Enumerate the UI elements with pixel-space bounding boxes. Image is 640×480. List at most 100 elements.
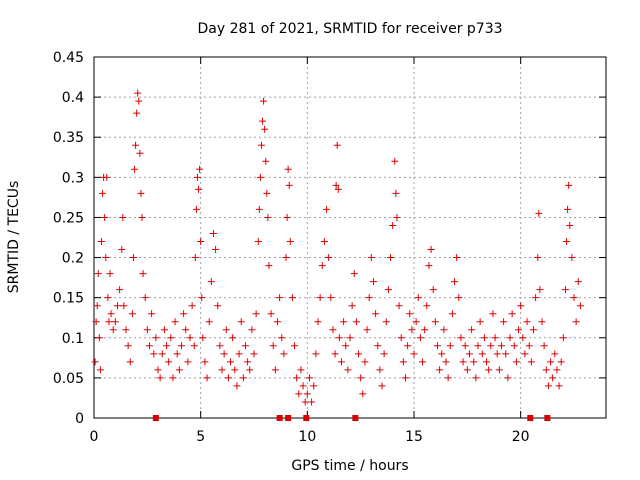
data-point [218,366,226,374]
data-point [444,374,452,382]
data-point [286,238,294,246]
data-point [487,342,495,350]
data-point [248,326,256,334]
data-point [136,149,144,157]
data-point [463,366,471,374]
data-point [255,205,263,213]
data-point [197,238,205,246]
data-point [367,254,375,262]
y-tick-label: 0.35 [53,130,84,146]
data-point [523,318,531,326]
data-point [260,97,268,105]
data-point [495,366,503,374]
data-point [369,278,377,286]
data-point [361,358,369,366]
data-point [284,165,292,173]
data-point [508,310,516,318]
data-point [389,221,397,229]
data-point [348,302,356,310]
data-point [535,209,543,217]
data-point [97,238,105,246]
data-point [190,342,198,350]
data-point [241,342,249,350]
data-point [525,342,533,350]
data-point [256,173,264,181]
data-point [568,254,576,262]
data-point [134,89,142,97]
data-point [314,318,322,326]
axis-ticks [93,56,606,419]
data-point [382,318,390,326]
data-point [421,326,429,334]
data-point [506,334,514,342]
data-point [106,270,114,278]
data-point [574,278,582,286]
data-point [250,350,258,358]
y-tick-label: 0.1 [62,331,84,347]
data-point [116,286,124,294]
data-point [572,318,580,326]
data-point [305,374,313,382]
data-point [515,326,523,334]
data-point [310,382,318,390]
data-point [493,350,501,358]
data-point [118,246,126,254]
data-point [414,294,422,302]
data-point [527,358,535,366]
data-point [171,318,179,326]
data-point [331,350,339,358]
data-point [395,302,403,310]
data-point [335,334,343,342]
data-point [271,366,279,374]
data-point [536,286,544,294]
data-point [201,358,209,366]
data-point [376,366,384,374]
y-tick-label: 0.3 [62,170,84,186]
data-point [91,358,99,366]
data-point [169,374,177,382]
y-axis-label: SRMTID / TECUs [6,181,22,294]
bias-marker [352,415,359,421]
data-point [259,117,267,125]
data-point [438,350,446,358]
data-point [167,334,175,342]
data-point [278,334,286,342]
data-point [433,342,441,350]
data-point [119,213,127,221]
bias-marker [285,415,292,421]
data-point [431,318,439,326]
data-point [491,334,499,342]
data-point [184,358,192,366]
plot-frame [93,56,607,419]
data-point [416,334,424,342]
data-point [186,334,194,342]
x-tick-label: 5 [196,429,205,445]
data-point [419,358,427,366]
data-point [105,318,113,326]
data-point [442,358,450,366]
data-point [446,342,454,350]
data-point [344,366,352,374]
data-point [107,310,115,318]
data-point [374,342,382,350]
x-tick-label: 10 [298,429,316,445]
data-point [559,334,567,342]
data-point [224,374,232,382]
data-point [246,366,254,374]
data-point [485,366,493,374]
data-point [276,294,284,302]
data-point [133,109,141,117]
y-tick-label: 0 [75,411,84,427]
data-point [380,350,388,358]
data-point [196,165,204,173]
data-point [412,318,420,326]
data-point [323,205,331,213]
data-point [198,294,206,302]
data-point [521,350,529,358]
data-point [333,141,341,149]
data-point [363,326,371,334]
data-point [391,157,399,165]
data-point [352,318,360,326]
data-point [92,318,100,326]
data-point [175,366,183,374]
